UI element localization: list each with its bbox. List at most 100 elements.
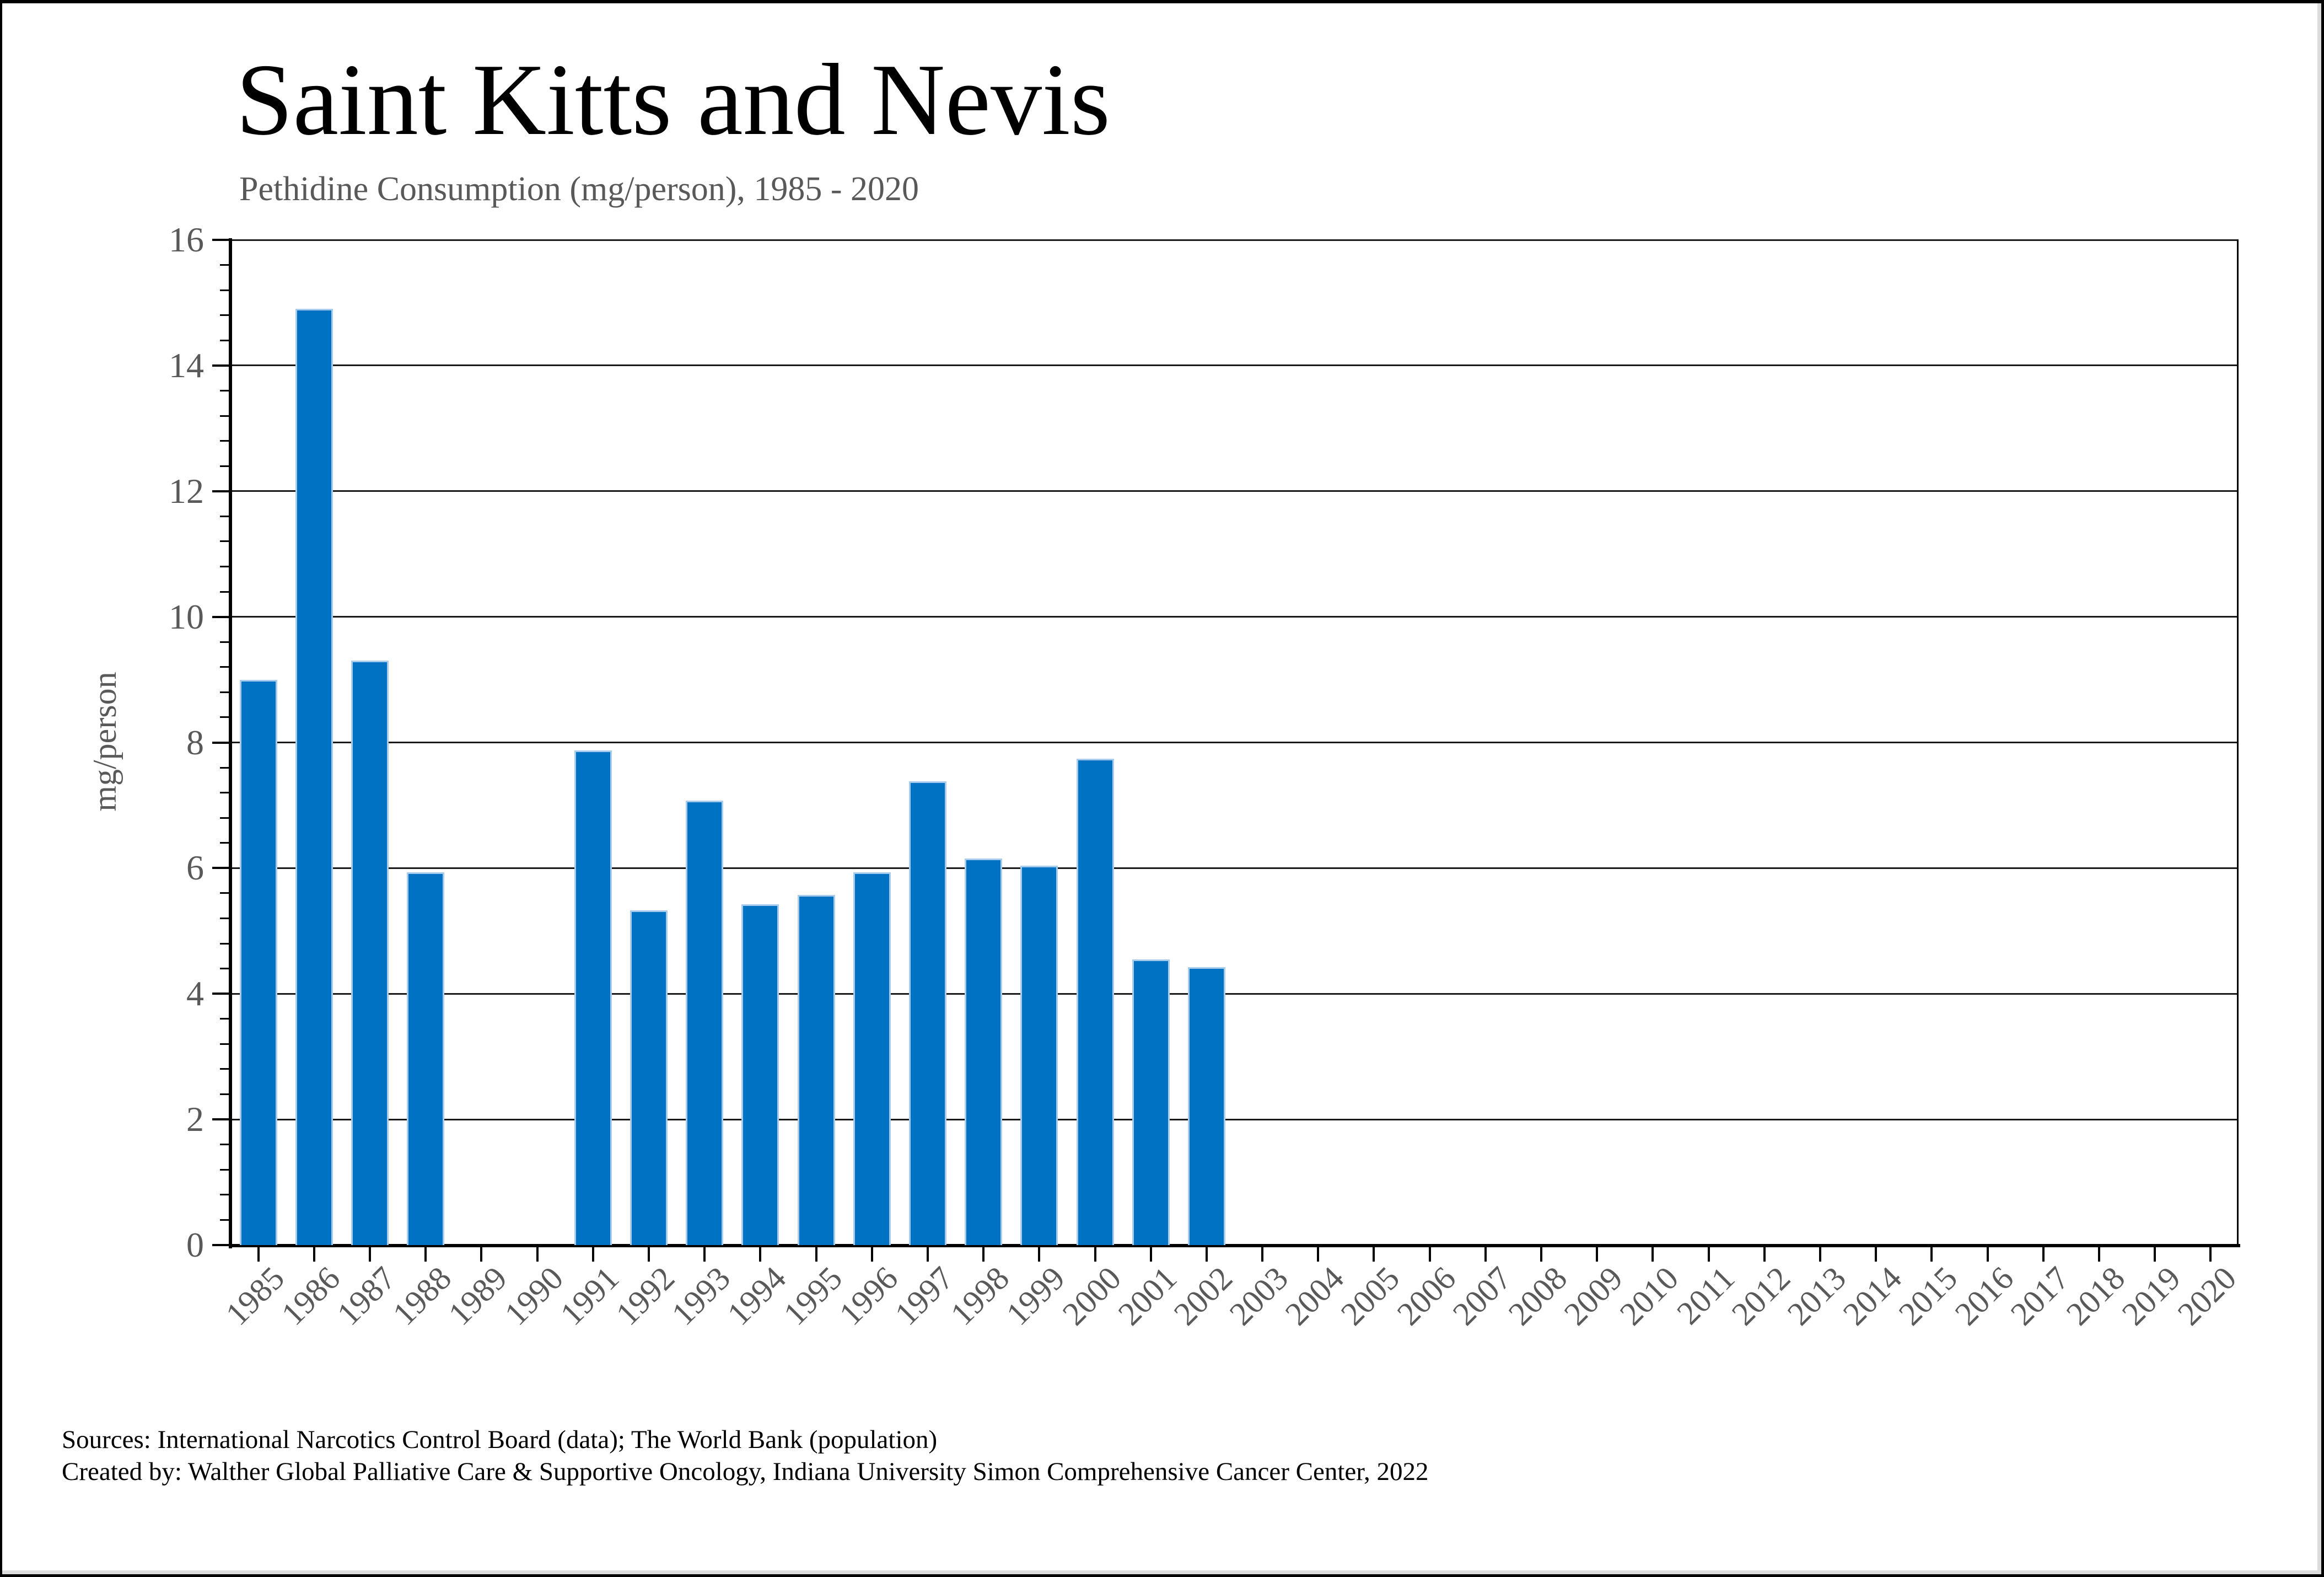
y-minor-tick [220,289,230,291]
y-axis-line [229,238,232,1248]
y-minor-tick [220,1194,230,1196]
y-tick-label-16: 16 [169,220,204,259]
x-tick-2016 [1986,1247,1989,1262]
x-tick-2013 [1819,1247,1822,1262]
y-minor-tick [220,716,230,718]
x-tick-2020 [2209,1247,2212,1262]
y-minor-tick [220,766,230,769]
y-tick-label-6: 6 [186,848,204,888]
y-major-tick-14 [212,364,229,367]
chart-subtitle: Pethidine Consumption (mg/person), 1985 … [239,170,919,208]
y-minor-tick [220,892,230,894]
y-major-tick-0 [212,1244,229,1246]
x-tick-2005 [1373,1247,1375,1262]
bar-1991 [574,750,612,1245]
y-minor-tick [220,918,230,920]
x-tick-2004 [1317,1247,1320,1262]
y-minor-tick [220,314,230,317]
y-major-tick-2 [212,1118,229,1121]
y-minor-tick [220,1144,230,1146]
canvas-border-right [2321,0,2324,1577]
x-tick-1999 [1038,1247,1041,1262]
bar-1994 [741,904,779,1245]
x-tick-2011 [1707,1247,1710,1262]
gridline-6 [230,867,2239,869]
plot-right-border [2237,240,2239,1245]
x-tick-2001 [1149,1247,1152,1262]
y-tick-label-2: 2 [186,1099,204,1139]
x-tick-2002 [1205,1247,1208,1262]
bar-2000 [1076,759,1114,1245]
y-minor-tick [220,666,230,668]
y-minor-tick [220,515,230,517]
y-minor-tick [220,1018,230,1020]
x-tick-1990 [536,1247,539,1262]
y-major-tick-12 [212,490,229,492]
y-tick-label-10: 10 [169,597,204,636]
y-minor-tick [220,264,230,266]
y-minor-tick [220,465,230,467]
y-minor-tick [220,415,230,417]
canvas-border-bottom [0,1574,2324,1577]
x-tick-2006 [1428,1247,1431,1262]
y-minor-tick [220,1168,230,1171]
x-tick-1996 [870,1247,873,1262]
canvas-border-top [0,0,2324,3]
y-minor-tick [220,389,230,391]
right-scrollbar-track[interactable] [2317,3,2321,1574]
y-tick-label-14: 14 [169,345,204,385]
y-minor-tick [220,968,230,970]
bottom-scrollbar-track[interactable] [2,1570,2321,1574]
x-tick-2014 [1875,1247,1878,1262]
x-axis-line [229,1244,2240,1247]
bar-1988 [407,872,445,1245]
bar-1999 [1020,865,1058,1245]
x-tick-2008 [1540,1247,1543,1262]
bar-1987 [351,661,389,1245]
source-credit-text: Sources: International Narcotics Control… [62,1424,1429,1488]
y-major-tick-4 [212,993,229,995]
y-tick-label-4: 4 [186,974,204,1013]
y-tick-label-8: 8 [186,722,204,762]
y-minor-tick [220,792,230,794]
gridline-12 [230,490,2239,492]
y-minor-tick [220,817,230,819]
x-tick-2012 [1763,1247,1766,1262]
x-tick-1998 [982,1247,985,1262]
y-minor-tick [220,1068,230,1070]
y-major-tick-6 [212,867,229,870]
y-tick-label-0: 0 [186,1225,204,1264]
y-minor-tick [220,1043,230,1045]
x-tick-1993 [703,1247,706,1262]
gridline-10 [230,616,2239,618]
y-minor-tick [220,942,230,945]
x-tick-1988 [424,1247,427,1262]
created-by-line: Created by: Walther Global Palliative Ca… [62,1457,1429,1486]
y-minor-tick [220,641,230,643]
bar-1992 [630,910,668,1245]
bar-1995 [797,895,835,1245]
bar-1996 [853,872,891,1245]
y-tick-label-12: 12 [169,471,204,511]
x-tick-2010 [1651,1247,1654,1262]
y-major-tick-16 [212,239,229,241]
gridline-2 [230,1118,2239,1120]
x-tick-1991 [591,1247,594,1262]
canvas-border-left [0,0,2,1577]
x-tick-2018 [2098,1247,2100,1262]
bar-1985 [239,679,277,1245]
x-tick-1992 [647,1247,650,1262]
x-tick-2017 [2042,1247,2045,1262]
x-tick-2003 [1261,1247,1264,1262]
y-minor-tick [220,565,230,567]
bar-2002 [1187,967,1225,1245]
y-minor-tick [220,691,230,693]
x-tick-1994 [759,1247,762,1262]
bar-1998 [965,859,1003,1245]
gridline-16 [230,239,2239,241]
x-tick-1995 [815,1247,817,1262]
y-minor-tick [220,842,230,844]
y-minor-tick [220,1219,230,1221]
y-minor-tick [220,440,230,442]
y-major-tick-8 [212,741,229,744]
